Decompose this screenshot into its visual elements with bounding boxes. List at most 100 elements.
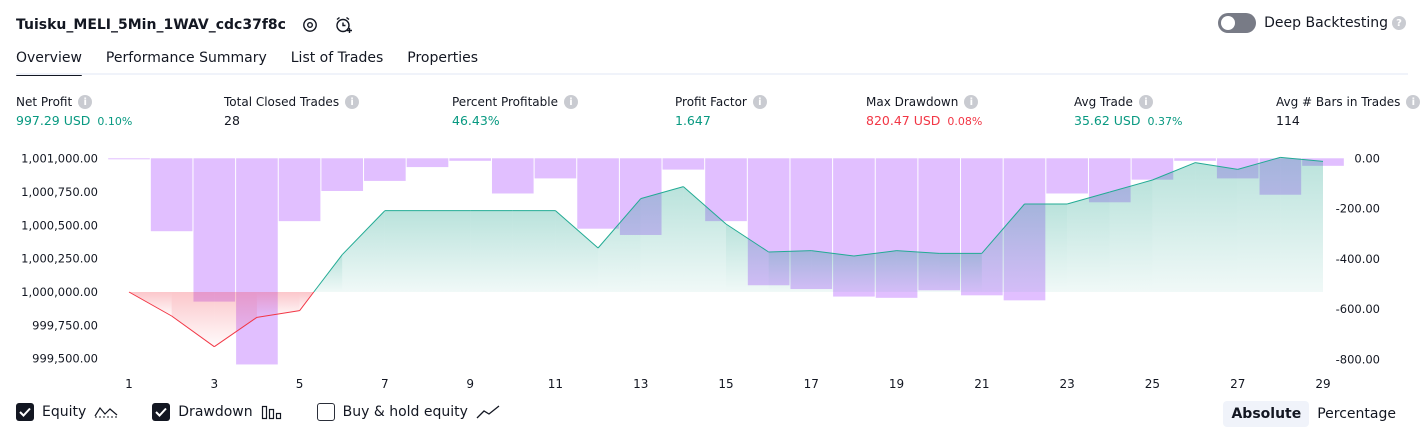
help-icon[interactable]: ? [1392, 16, 1406, 30]
equity-area-segment [1152, 162, 1196, 292]
equity-line-segment [981, 203, 1025, 254]
tab-bar: Overview Performance Summary List of Tra… [16, 44, 502, 76]
info-icon[interactable]: i [1138, 95, 1153, 109]
left-axis-tick-label: 1,001,000.00 [21, 152, 98, 166]
equity-area-segment [313, 254, 343, 292]
equity-line-segment [256, 310, 300, 318]
right-axis-tick-label: -400.00 [1336, 252, 1380, 266]
tab-divider [16, 73, 1408, 75]
deep-backtesting-toggle[interactable] [1218, 13, 1257, 33]
drawdown-bar [662, 158, 705, 170]
info-icon[interactable]: i [1406, 95, 1421, 109]
legend-drawdown[interactable]: Drawdown [152, 403, 282, 421]
info-icon[interactable]: i [563, 95, 578, 109]
x-axis-tick-label: 21 [974, 377, 989, 391]
equity-line-segment [683, 186, 727, 225]
right-axis-tick-label: -600.00 [1336, 302, 1380, 316]
equity-area-segment [1280, 157, 1323, 292]
legend-equity[interactable]: Equity [16, 403, 118, 421]
equity-checkbox[interactable] [16, 403, 34, 421]
equity-line-segment [896, 250, 940, 254]
equity-area-segment [896, 250, 940, 292]
right-axis-tick-label: -200.00 [1336, 202, 1380, 216]
drawdown-bar [1174, 158, 1216, 161]
equity-area-segment [726, 224, 769, 292]
drawdown-bar [491, 158, 534, 194]
x-axis-tick-label: 5 [296, 377, 304, 391]
metric-total-closed-trades: Total Closed Trades i 28 [224, 94, 360, 128]
info-icon[interactable]: i [78, 95, 93, 109]
equity-area-segment [853, 250, 897, 292]
tab-overview[interactable]: Overview [16, 44, 82, 76]
x-axis: 1 3 5 7 9 11 13 15 17 19 21 23 25 27 29 [125, 377, 1330, 391]
equity-line-segment [555, 210, 599, 249]
equity-line-segment [1194, 162, 1238, 170]
equity-line-segment [597, 198, 642, 249]
metric-percent: 0.10% [97, 115, 133, 128]
drawdown-bar [321, 158, 364, 191]
equity-line-segment [853, 250, 897, 257]
equity-area-segment [768, 250, 812, 292]
equity-line-segment [1067, 191, 1110, 205]
equity-area-segment [1067, 192, 1110, 292]
tab-properties[interactable]: Properties [407, 50, 479, 66]
x-axis-tick-label: 19 [889, 377, 904, 391]
tab-list-of-trades[interactable]: List of Trades [290, 50, 384, 66]
x-axis-tick-label: 15 [718, 377, 733, 391]
equity-area-segment [1109, 180, 1153, 292]
x-axis-tick-label: 3 [210, 377, 218, 391]
left-axis-tick-label: 1,000,250.00 [21, 252, 98, 266]
metric-value: 28 [224, 113, 240, 128]
metric-percent-profitable: Percent Profitable i 46.43% [452, 94, 578, 128]
metric-percent: 0.37% [1147, 115, 1183, 128]
x-axis-tick-label: 27 [1230, 377, 1245, 391]
buy-hold-checkbox[interactable] [316, 403, 335, 421]
metric-label: Net Profit [16, 95, 73, 109]
bar-chart-icon [261, 404, 283, 420]
equity-line-segment [1280, 156, 1324, 162]
equity-line-segment [640, 186, 684, 200]
equity-line-segment [1152, 162, 1196, 181]
tab-performance-summary[interactable]: Performance Summary [105, 50, 267, 66]
right-axis: 0.00 -200.00 -400.00 -600.00 -800.00 [1336, 151, 1380, 366]
drawdown-checkbox[interactable] [152, 403, 171, 421]
equity-line-segment [214, 316, 258, 348]
settings-icon[interactable] [300, 15, 320, 35]
equity-area-segment [683, 186, 726, 292]
equity-area-segment [299, 292, 314, 311]
trend-line-icon [476, 404, 500, 420]
drawdown-bar [278, 158, 321, 222]
info-icon[interactable]: i [345, 95, 360, 109]
equity-line-icon [94, 404, 118, 420]
x-axis-tick-label: 7 [381, 377, 389, 391]
metric-max-drawdown: Max Drawdown i 820.47 USD 0.08% [866, 94, 982, 128]
equity-chart: 1,001,000.00 1,000,750.00 1,000,500.00 1,00… [21, 151, 1380, 391]
equity-line-segment [1237, 156, 1281, 170]
x-axis-tick-label: 9 [466, 377, 474, 391]
alert-clock-icon[interactable] [334, 15, 354, 35]
equity-line-segment [299, 291, 315, 311]
drawdown-bar [364, 158, 406, 181]
x-axis-tick-label: 1 [125, 377, 133, 391]
equity-area-segment [427, 210, 471, 292]
equity-line-segment [313, 254, 343, 293]
info-icon[interactable]: i [964, 95, 979, 109]
equity-area-segment [171, 292, 215, 347]
deep-backtesting-label: Deep Backtesting [1264, 15, 1388, 31]
drawdown-bar [406, 158, 449, 168]
equity-area-segment [1237, 157, 1281, 292]
x-axis-tick-label: 17 [804, 377, 819, 391]
metric-value: 1.647 [675, 113, 711, 128]
mode-percentage-button[interactable]: Percentage [1317, 406, 1396, 422]
equity-line-segment [341, 210, 386, 256]
equity-area-segment [981, 204, 1025, 292]
equity-area-segment [214, 292, 257, 347]
left-axis-tick-label: 999,750.00 [32, 318, 98, 332]
info-icon[interactable]: i [752, 95, 767, 109]
mode-absolute-button[interactable]: Absolute [1223, 401, 1310, 427]
equity-area-segment [555, 210, 599, 292]
legend-buy-hold[interactable]: Buy & hold equity [316, 403, 500, 421]
equity-line-segment [1109, 179, 1153, 193]
equity-line-segment [128, 291, 172, 317]
x-axis-tick-label: 29 [1315, 377, 1330, 391]
